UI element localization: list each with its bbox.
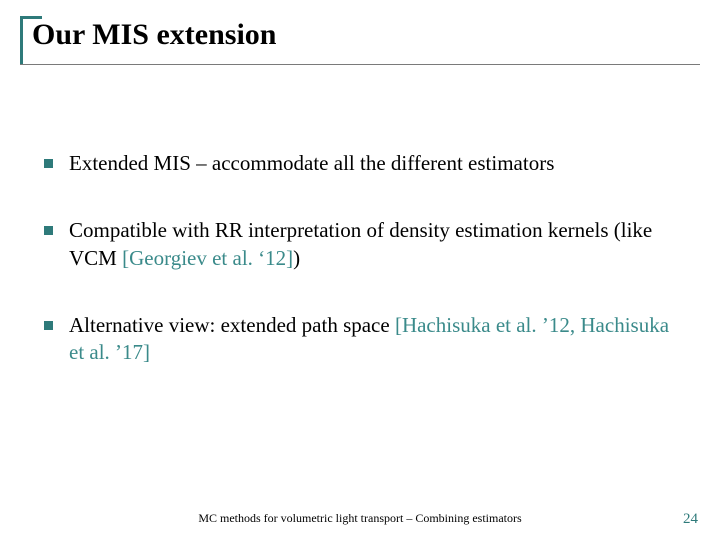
title-corner-top xyxy=(20,16,42,19)
bullet-item: Alternative view: extended path space [H… xyxy=(44,312,676,367)
page-number: 24 xyxy=(683,511,698,528)
title-block: Our MIS extension xyxy=(20,16,700,52)
bullet-text-before: Alternative view: extended path space xyxy=(69,313,395,337)
bullet-text: Extended MIS – accommodate all the diffe… xyxy=(69,150,554,177)
slide-title: Our MIS extension xyxy=(20,16,700,52)
bullet-text: Alternative view: extended path space [H… xyxy=(69,312,676,367)
slide: Our MIS extension Extended MIS – accommo… xyxy=(0,0,720,540)
title-corner-left xyxy=(20,16,23,64)
bullet-text-before: Extended MIS – accommodate all the diffe… xyxy=(69,151,554,175)
bullet-item: Compatible with RR interpretation of den… xyxy=(44,217,676,272)
bullet-marker-icon xyxy=(44,159,53,168)
bullet-item: Extended MIS – accommodate all the diffe… xyxy=(44,150,676,177)
bullet-marker-icon xyxy=(44,321,53,330)
content-area: Extended MIS – accommodate all the diffe… xyxy=(44,150,676,406)
title-underline xyxy=(20,64,700,65)
footer-text: MC methods for volumetric light transpor… xyxy=(0,511,720,526)
bullet-text: Compatible with RR interpretation of den… xyxy=(69,217,676,272)
citation: [Georgiev et al. ‘12] xyxy=(122,246,293,270)
bullet-marker-icon xyxy=(44,226,53,235)
bullet-text-after: ) xyxy=(293,246,300,270)
